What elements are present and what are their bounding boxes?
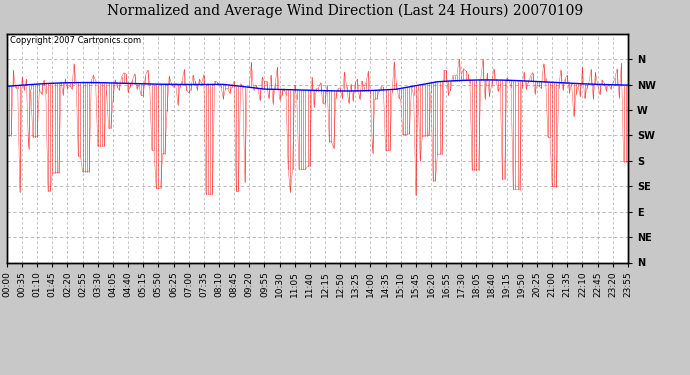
Text: Normalized and Average Wind Direction (Last 24 Hours) 20070109: Normalized and Average Wind Direction (L… (107, 4, 583, 18)
Text: Copyright 2007 Cartronics.com: Copyright 2007 Cartronics.com (10, 36, 141, 45)
